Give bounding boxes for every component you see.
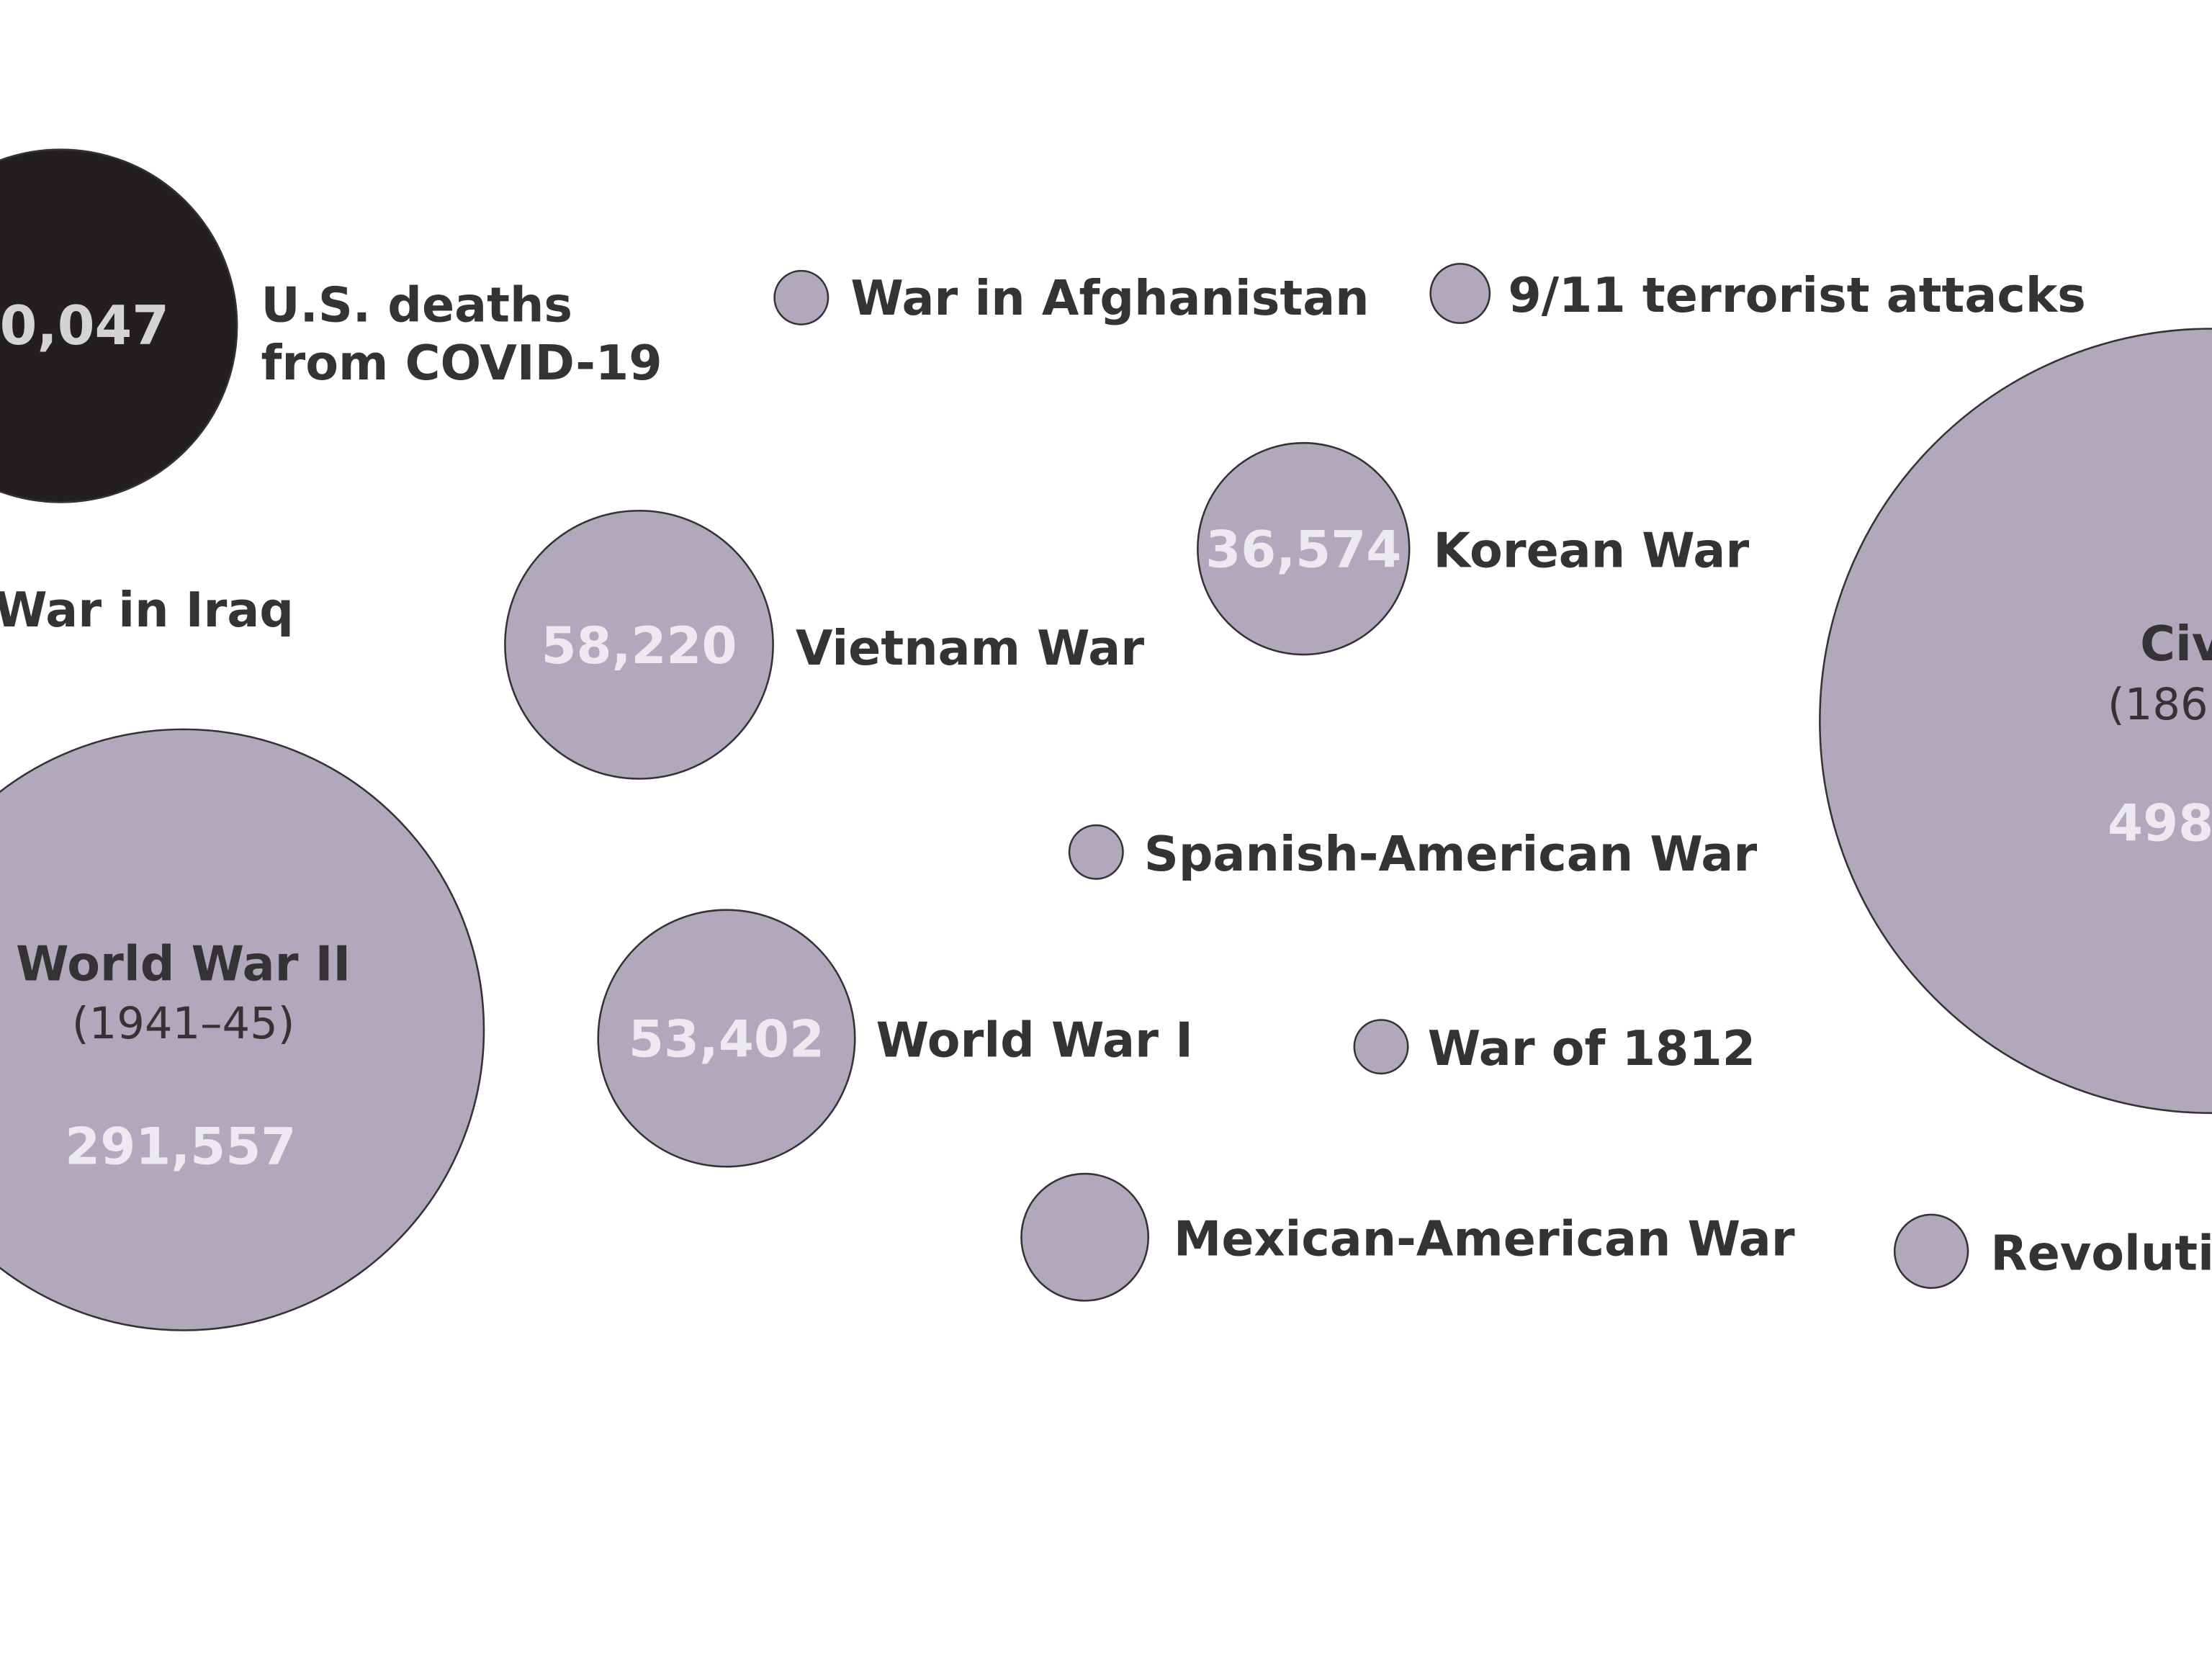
bubble-spanish [1068, 824, 1124, 880]
label-spanish: Spanish-American War [1144, 826, 1757, 882]
bubble-1812 [1353, 1019, 1409, 1075]
value-wwi: 53,402 [629, 1010, 824, 1069]
years-civil: (1861 [2108, 680, 2212, 730]
label-1812: War of 1812 [1428, 1020, 1755, 1076]
years-wwii: (1941–45) [72, 999, 295, 1049]
label-mexican: Mexican-American War [1174, 1211, 1795, 1267]
value-wwii: 291,557 [65, 1117, 296, 1176]
bubble-afghanistan [773, 269, 830, 325]
label-wwi: World War I [876, 1012, 1193, 1068]
bubble-vietnam [504, 509, 774, 780]
label-covid-line1: U.S. deaths [261, 277, 572, 333]
value-korean: 36,574 [1205, 521, 1401, 580]
value-civil: 498, [2108, 794, 2212, 853]
label-korean: Korean War [1434, 523, 1750, 579]
bubble-korean [1197, 441, 1411, 656]
label-iraq: War in Iraq [0, 582, 294, 638]
label-afghanistan: War in Afghanistan [850, 270, 1369, 326]
label-nine-eleven: 9/11 terrorist attacks [1508, 267, 2085, 323]
value-covid: 00,047 [0, 295, 169, 357]
bubble-wwii [0, 728, 485, 1331]
label-revolution: Revolution [1990, 1225, 2212, 1281]
label-civil: Civil [2140, 616, 2212, 672]
label-vietnam: Vietnam War [796, 620, 1144, 676]
bubble-wwi [597, 909, 856, 1168]
bubble-civil [1819, 328, 2212, 1114]
bubble-nine-eleven [1429, 263, 1491, 324]
bubble-revolution [1893, 1213, 1969, 1290]
value-vietnam: 58,220 [541, 616, 737, 675]
bubble-mexican [1020, 1172, 1150, 1302]
bubble-covid [0, 148, 238, 503]
label-covid-line2: from COVID-19 [261, 335, 662, 391]
label-wwii: World War II [16, 936, 351, 992]
